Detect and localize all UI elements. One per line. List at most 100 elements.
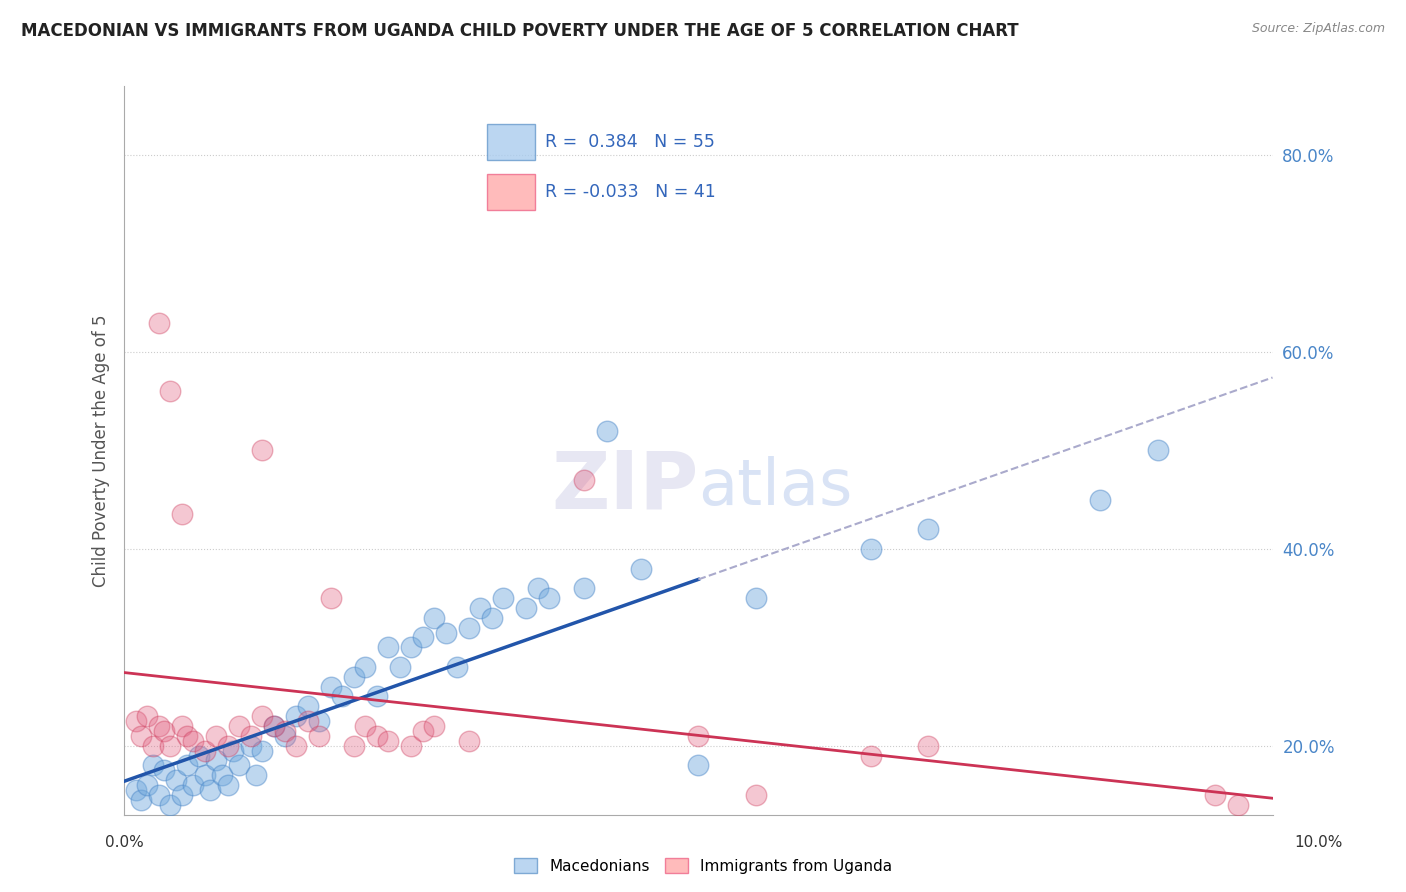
- Point: [217, 778, 239, 792]
- Text: 0.0%: 0.0%: [105, 836, 145, 850]
- Point: [366, 690, 388, 704]
- Point: [572, 581, 595, 595]
- Point: [148, 719, 170, 733]
- Point: [688, 729, 710, 743]
- Point: [148, 316, 170, 330]
- Point: [142, 739, 165, 753]
- Point: [343, 739, 366, 753]
- Point: [181, 733, 204, 747]
- Point: [297, 714, 319, 728]
- Point: [136, 778, 159, 792]
- Point: [148, 788, 170, 802]
- Point: [187, 748, 209, 763]
- Point: [165, 773, 187, 788]
- Point: [170, 788, 193, 802]
- Point: [308, 729, 330, 743]
- Point: [446, 660, 468, 674]
- Point: [319, 591, 342, 605]
- Point: [125, 783, 148, 797]
- Text: atlas: atlas: [699, 456, 853, 518]
- Point: [423, 719, 446, 733]
- Point: [194, 743, 217, 757]
- Point: [332, 690, 354, 704]
- Point: [412, 631, 434, 645]
- Point: [239, 739, 262, 753]
- Point: [153, 764, 176, 778]
- Point: [125, 714, 148, 728]
- Point: [194, 768, 217, 782]
- Point: [1204, 788, 1226, 802]
- Point: [263, 719, 285, 733]
- Point: [159, 797, 181, 812]
- Point: [176, 758, 198, 772]
- Point: [515, 601, 537, 615]
- Point: [153, 723, 176, 738]
- Point: [412, 723, 434, 738]
- Point: [538, 591, 561, 605]
- Point: [308, 714, 330, 728]
- Point: [274, 729, 297, 743]
- Point: [354, 719, 377, 733]
- Point: [205, 754, 228, 768]
- Point: [401, 640, 423, 655]
- Point: [159, 739, 181, 753]
- Point: [263, 719, 285, 733]
- Point: [859, 748, 882, 763]
- Text: ZIP: ZIP: [551, 448, 699, 526]
- Point: [401, 739, 423, 753]
- Point: [205, 729, 228, 743]
- Text: MACEDONIAN VS IMMIGRANTS FROM UGANDA CHILD POVERTY UNDER THE AGE OF 5 CORRELATIO: MACEDONIAN VS IMMIGRANTS FROM UGANDA CHI…: [21, 22, 1019, 40]
- Point: [1090, 492, 1112, 507]
- Point: [274, 723, 297, 738]
- Point: [595, 424, 617, 438]
- Point: [377, 733, 399, 747]
- Point: [250, 709, 273, 723]
- Point: [136, 709, 159, 723]
- Point: [142, 758, 165, 772]
- Point: [239, 729, 262, 743]
- Point: [250, 743, 273, 757]
- Point: [745, 591, 768, 605]
- Point: [481, 611, 503, 625]
- Point: [1227, 797, 1250, 812]
- Point: [377, 640, 399, 655]
- Point: [131, 729, 153, 743]
- Y-axis label: Child Poverty Under the Age of 5: Child Poverty Under the Age of 5: [93, 314, 110, 587]
- Point: [354, 660, 377, 674]
- Point: [745, 788, 768, 802]
- Point: [131, 793, 153, 807]
- Point: [319, 680, 342, 694]
- Point: [457, 733, 479, 747]
- Point: [245, 768, 267, 782]
- Point: [285, 739, 308, 753]
- Point: [434, 625, 457, 640]
- Point: [250, 443, 273, 458]
- Point: [170, 508, 193, 522]
- Legend: Macedonians, Immigrants from Uganda: Macedonians, Immigrants from Uganda: [508, 852, 898, 880]
- Point: [630, 561, 652, 575]
- Point: [228, 758, 250, 772]
- Point: [917, 522, 939, 536]
- Point: [470, 601, 492, 615]
- Point: [492, 591, 515, 605]
- Point: [228, 719, 250, 733]
- Point: [285, 709, 308, 723]
- Point: [526, 581, 548, 595]
- Point: [1146, 443, 1168, 458]
- Text: 10.0%: 10.0%: [1295, 836, 1343, 850]
- Point: [572, 473, 595, 487]
- Point: [222, 743, 245, 757]
- Point: [859, 541, 882, 556]
- Point: [176, 729, 198, 743]
- Point: [200, 783, 222, 797]
- Point: [388, 660, 411, 674]
- Point: [688, 758, 710, 772]
- Point: [343, 670, 366, 684]
- Point: [423, 611, 446, 625]
- Point: [457, 621, 479, 635]
- Point: [159, 384, 181, 399]
- Point: [217, 739, 239, 753]
- Point: [297, 699, 319, 714]
- Text: Source: ZipAtlas.com: Source: ZipAtlas.com: [1251, 22, 1385, 36]
- Point: [366, 729, 388, 743]
